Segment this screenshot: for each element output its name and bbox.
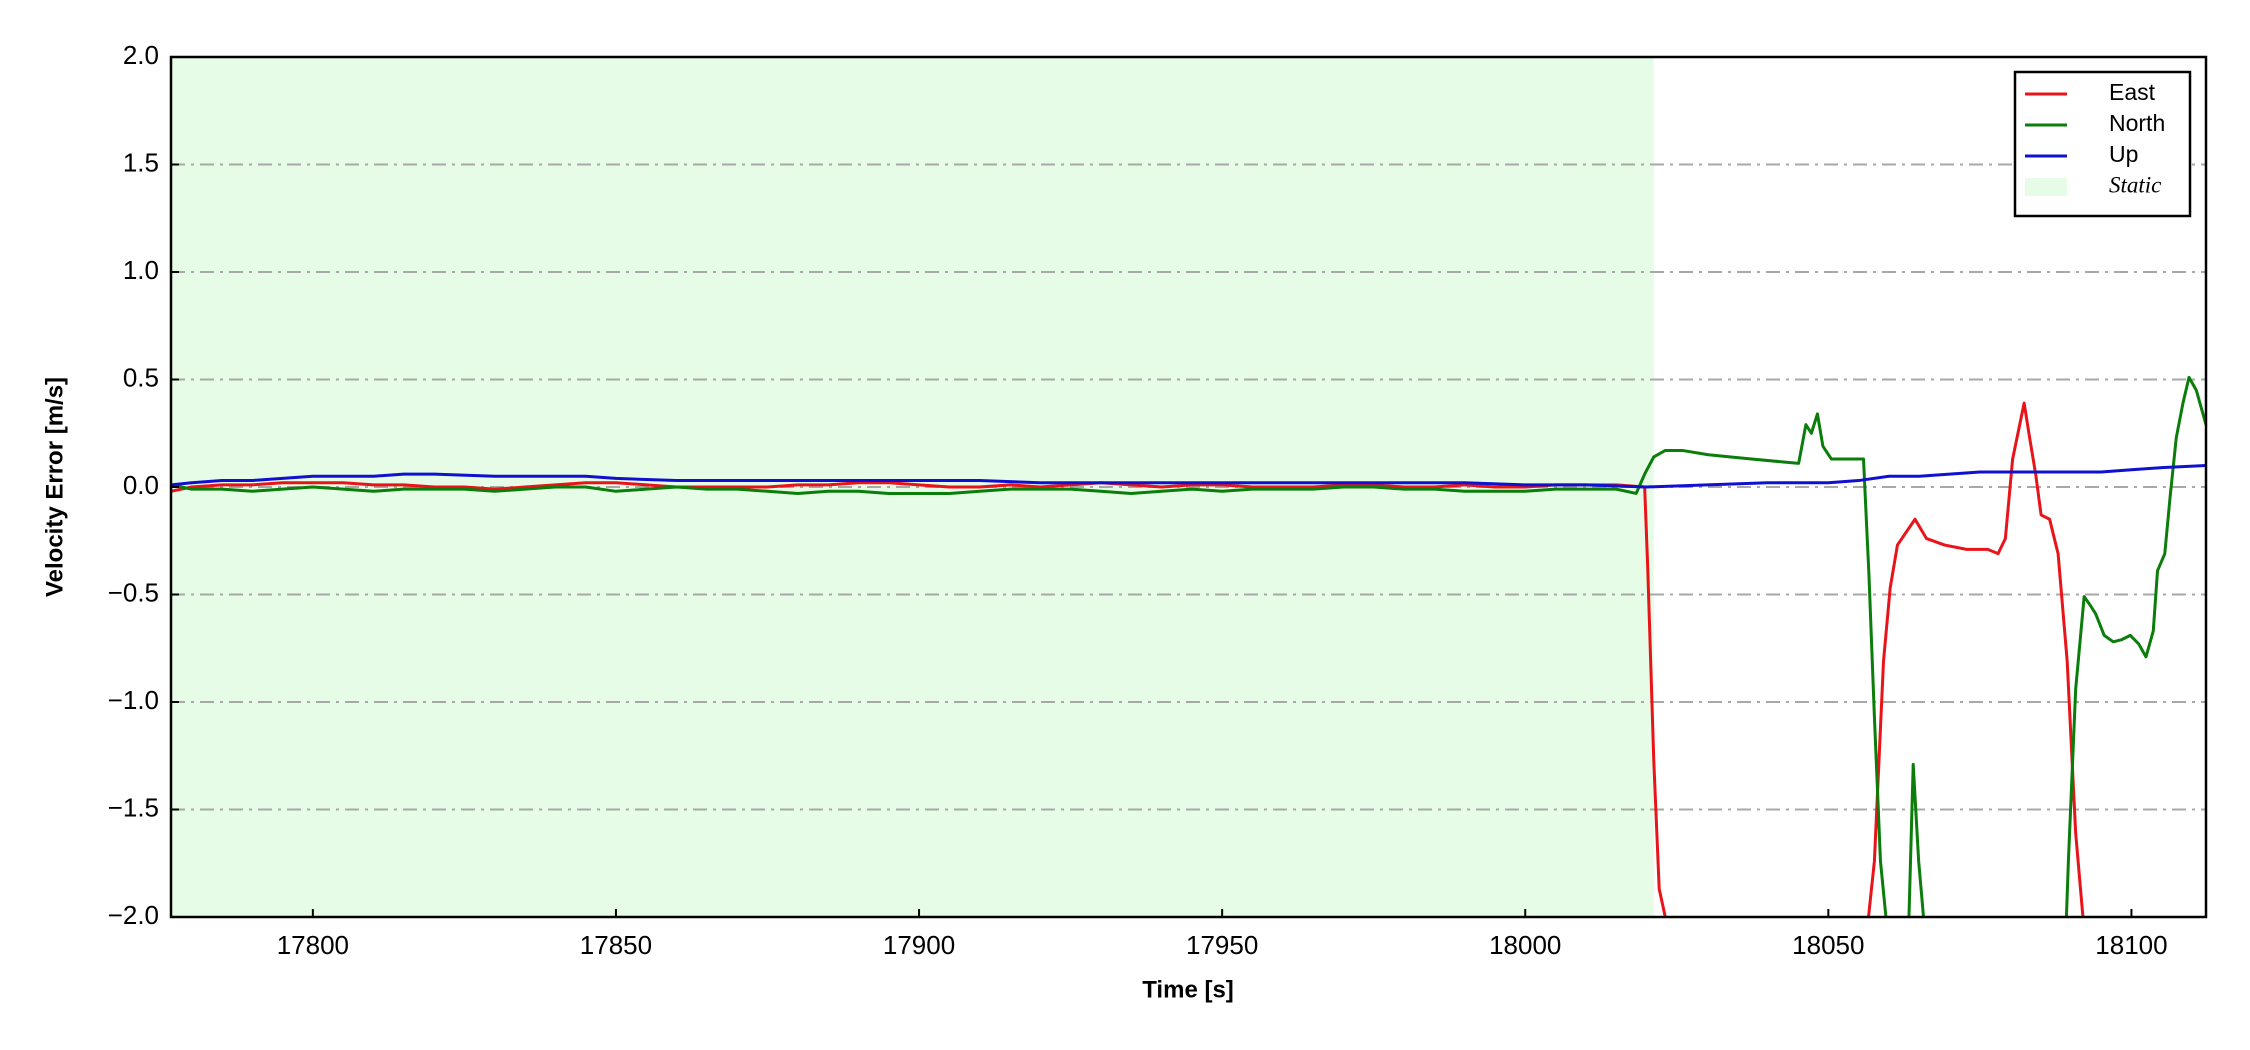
x-tick-label: 18050 [1792, 930, 1864, 960]
x-tick-label: 17900 [883, 930, 955, 960]
legend-label: East [2109, 79, 2156, 105]
series-line [171, 401, 2085, 917]
plot-lines [171, 375, 2206, 917]
y-tick-label: −1.0 [108, 685, 159, 715]
legend-label: Up [2109, 141, 2138, 167]
plot-border [169, 55, 2208, 919]
y-axis-label: Velocity Error [m/s] [41, 377, 68, 597]
y-tick-label: −2.0 [108, 900, 159, 930]
x-tick-label: 18000 [1489, 930, 1561, 960]
legend-swatch [2025, 178, 2067, 196]
legend-label: North [2109, 110, 2165, 136]
x-tick-label: 17800 [277, 930, 349, 960]
x-axis-label: Time [s] [1142, 976, 1234, 1003]
y-tick-label: 1.5 [123, 147, 159, 177]
y-tick-label: 0.0 [123, 470, 159, 500]
y-tick-label: −1.5 [108, 792, 159, 822]
x-tick-label: 17850 [580, 930, 652, 960]
plot-frame: −2.0 −1.5 −1.0 −0.5 0.0 0.5 1.0 1.5 2.0 17800 1785… [108, 40, 2208, 960]
series-line [171, 375, 2206, 917]
y-tick-label: −0.5 [108, 577, 159, 607]
legend-label: Static [2109, 172, 2161, 197]
series-line [171, 464, 2206, 489]
x-tick-label: 17950 [1186, 930, 1258, 960]
y-tick-label: 0.5 [123, 362, 159, 392]
y-tick-label: 2.0 [123, 40, 159, 70]
y-tick-label: 1.0 [123, 255, 159, 285]
x-tick-label: 18100 [2095, 930, 2167, 960]
